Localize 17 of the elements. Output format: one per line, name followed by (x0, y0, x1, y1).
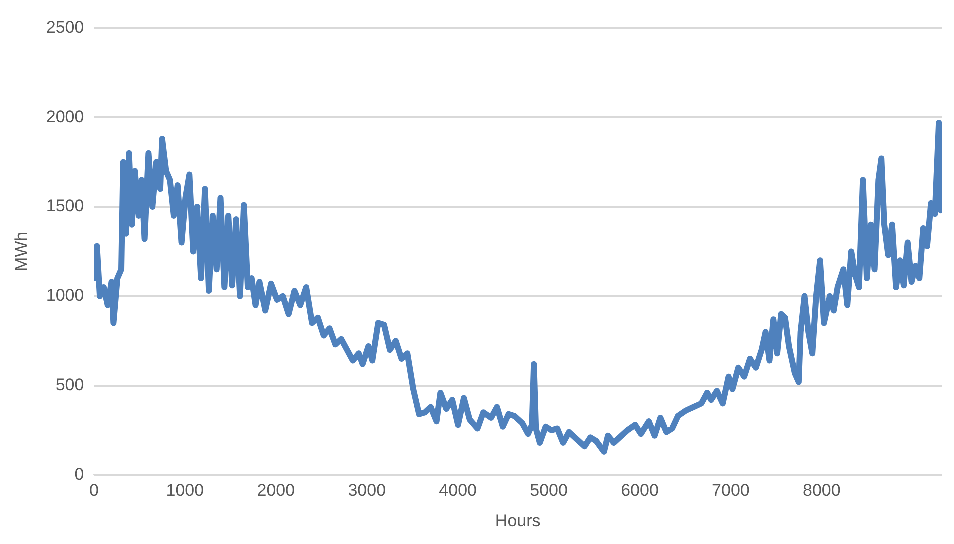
x-tick-label: 3000 (348, 481, 386, 500)
y-tick-label: 500 (56, 375, 84, 394)
y-tick-label: 2000 (46, 107, 84, 126)
x-tick-label: 0 (89, 481, 99, 500)
y-tick-label: 0 (74, 464, 84, 484)
x-tick-label: 1000 (166, 481, 204, 500)
x-tick-label: 2000 (257, 481, 296, 500)
y-tick-label: 1500 (46, 196, 84, 216)
x-axis-title: Hours (495, 511, 541, 530)
x-tick-label: 6000 (621, 481, 659, 500)
x-tick-label: 8000 (803, 481, 841, 500)
y-tick-label: 1000 (46, 286, 84, 306)
x-tick-label: 7000 (712, 481, 750, 500)
y-tick-label: 2500 (46, 18, 84, 37)
x-tick-label: 5000 (530, 481, 568, 500)
y-axis-title: MWh (12, 232, 31, 272)
x-tick-label: 4000 (439, 481, 477, 500)
